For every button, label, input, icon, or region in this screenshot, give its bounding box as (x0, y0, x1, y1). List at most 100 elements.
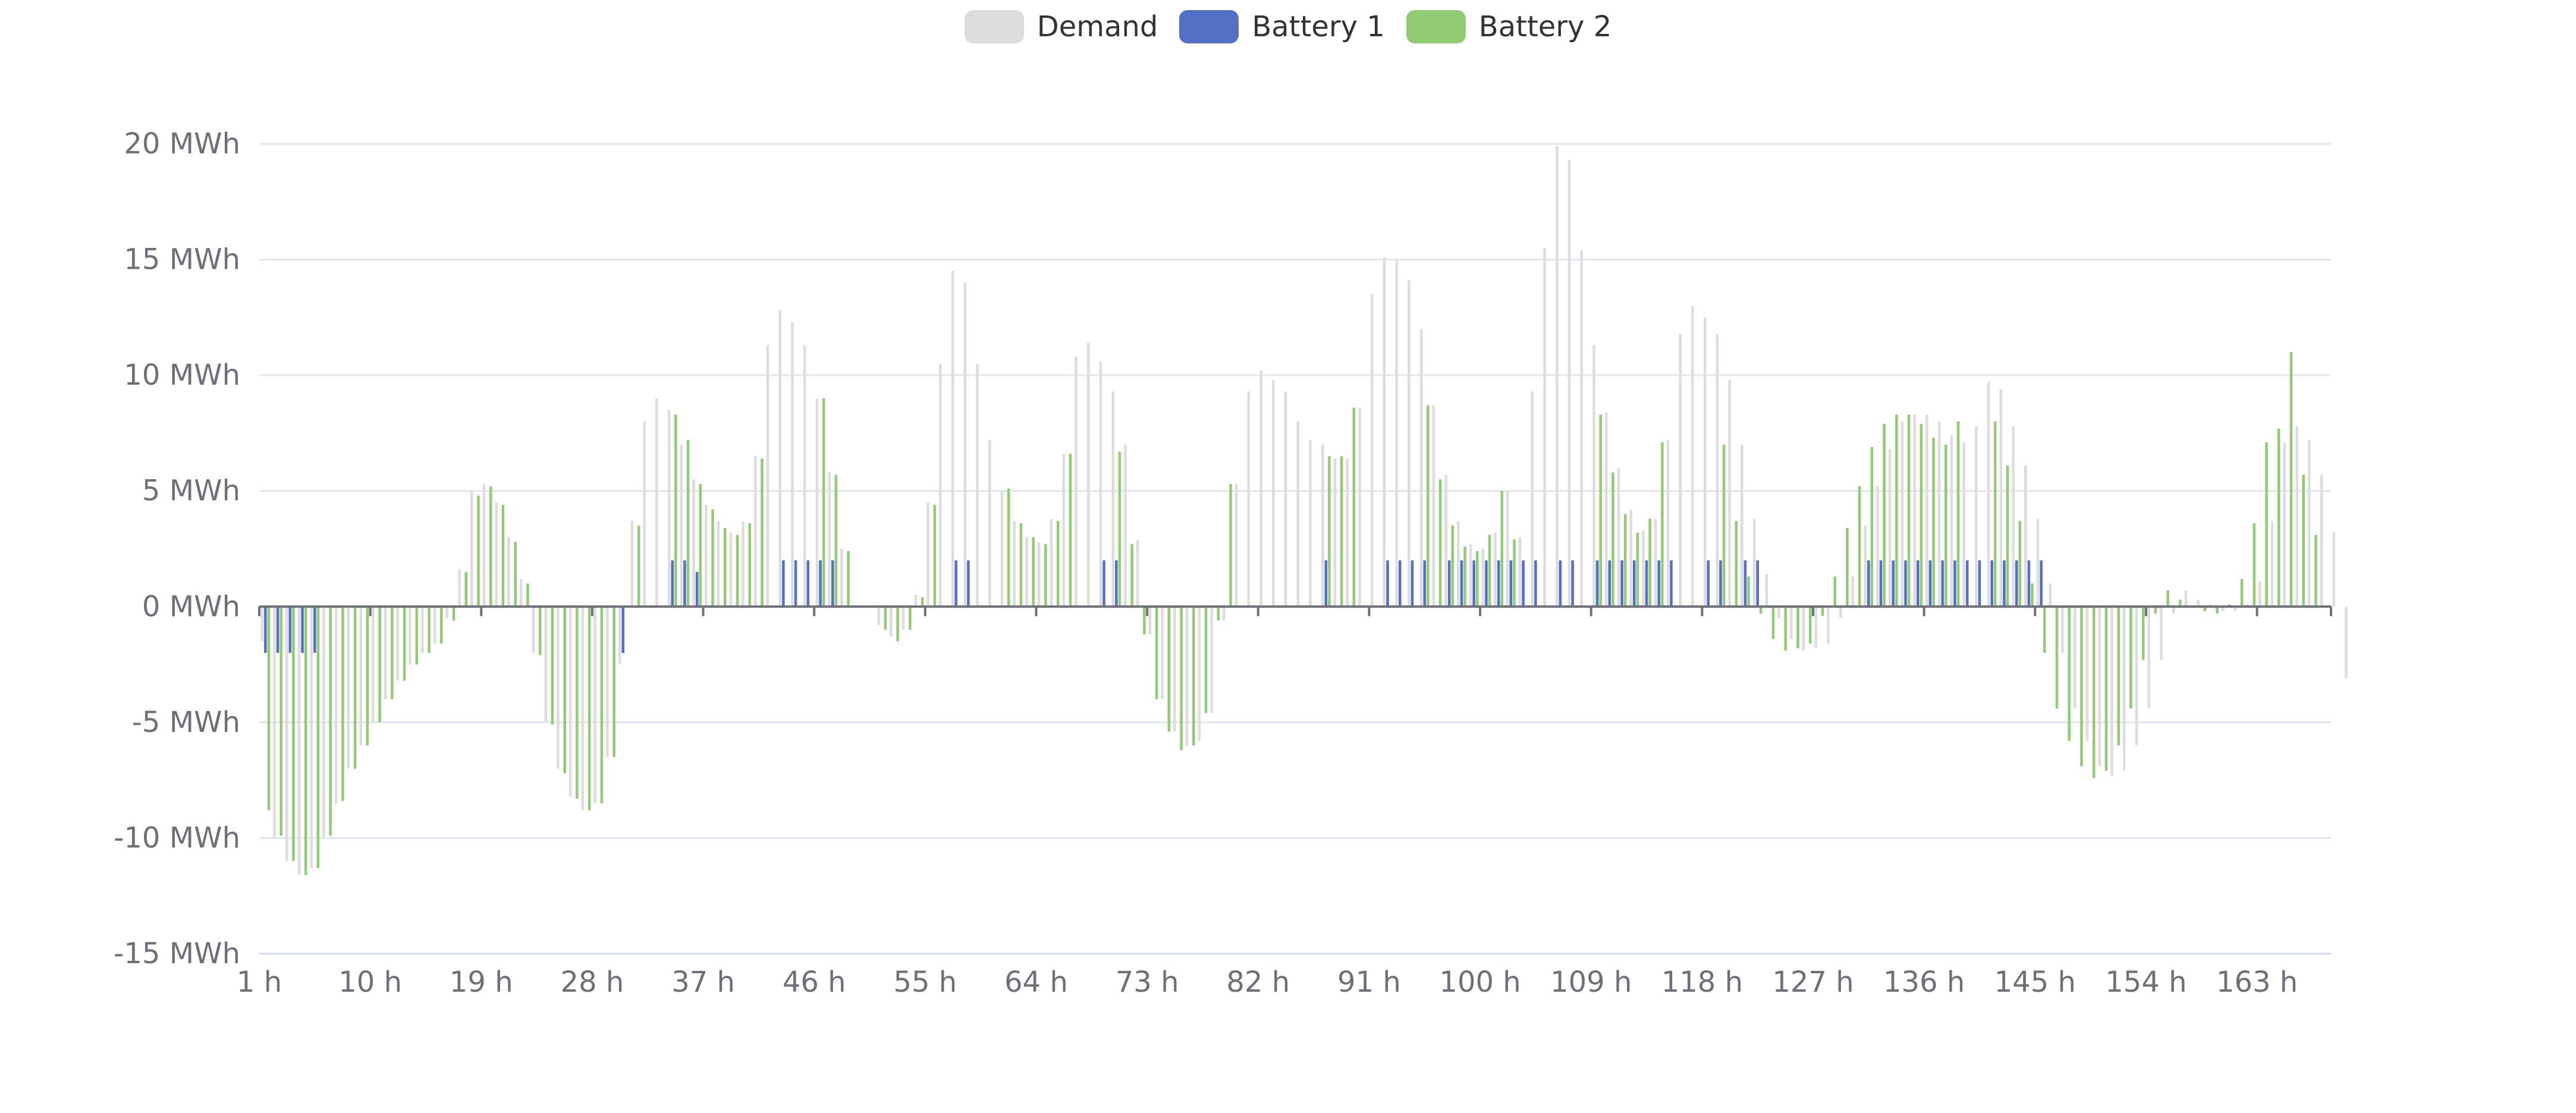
bar (1358, 407, 1361, 607)
bar (1928, 560, 1932, 607)
bar (1604, 412, 1608, 607)
bar (1722, 444, 1726, 607)
bar (2068, 606, 2071, 741)
bar (588, 606, 591, 810)
bar (1506, 491, 1509, 607)
bar (1808, 606, 1812, 644)
bar (2122, 606, 2126, 771)
bar (914, 595, 918, 607)
bar (464, 571, 468, 607)
bar (2117, 606, 2120, 746)
x-tick-label: 100 h (1439, 966, 1521, 999)
bar (1130, 544, 1133, 607)
bar (683, 560, 686, 607)
bar (2289, 352, 2293, 607)
bar (1956, 421, 1960, 607)
bar (2345, 606, 2348, 678)
bar (1476, 551, 1479, 607)
bar (2216, 606, 2219, 614)
bar (1050, 518, 1053, 607)
bar (1975, 426, 1978, 607)
bar (2031, 583, 2034, 607)
bar (329, 606, 332, 836)
bar (2277, 428, 2280, 607)
bar (1143, 606, 1146, 634)
bar (1438, 479, 1442, 607)
bar (1118, 451, 1121, 607)
bar (2154, 606, 2157, 614)
bar (1962, 442, 1965, 607)
bar (359, 606, 362, 746)
bar (1102, 560, 1105, 607)
bar (1895, 414, 1898, 607)
bar (2024, 465, 2027, 607)
bar (1611, 472, 1614, 607)
bar (489, 486, 492, 607)
bar (1994, 421, 1997, 607)
bar (260, 606, 264, 642)
bar (2308, 440, 2311, 607)
bar (2184, 590, 2188, 607)
y-tick-label: 0 MWh (142, 590, 240, 623)
bar (2040, 560, 2043, 607)
bar (2073, 606, 2076, 709)
bar (2085, 606, 2089, 741)
legend-item-battery-1[interactable]: Battery 1 (1179, 10, 1385, 43)
bar (273, 606, 276, 838)
legend-label-demand: Demand (1036, 10, 1158, 43)
bar (618, 606, 621, 665)
bar (606, 606, 609, 757)
bar (890, 606, 893, 637)
bar (458, 570, 461, 607)
bar (1633, 560, 1636, 607)
bar (1990, 560, 1993, 607)
bar (1892, 560, 1895, 607)
x-tick-label: 1 h (237, 966, 282, 999)
bar (1978, 560, 1981, 607)
bar (1513, 539, 1516, 607)
bar (384, 606, 387, 699)
bar (1944, 444, 1947, 607)
bar (2012, 426, 2015, 607)
bar (563, 606, 566, 774)
bar (2160, 606, 2163, 660)
bar (1370, 294, 1374, 607)
bar (1567, 160, 1571, 607)
bar (452, 606, 455, 621)
bar (695, 571, 699, 607)
bar (822, 398, 825, 607)
x-tick-label: 154 h (2105, 966, 2187, 999)
series-battery-2 (267, 352, 2317, 875)
bar (1013, 521, 1016, 607)
bar (2027, 560, 2031, 607)
legend-item-battery-2[interactable]: Battery 2 (1406, 10, 1611, 43)
bar (297, 606, 301, 875)
bar (433, 606, 436, 644)
bar (1494, 532, 1497, 607)
bar (396, 606, 400, 681)
bar (766, 345, 769, 607)
bar (692, 479, 695, 607)
bar (1950, 435, 1953, 607)
bar (1192, 606, 1195, 746)
bar (2098, 606, 2101, 766)
bar (600, 606, 604, 804)
bar (1883, 423, 1886, 607)
x-tick-label: 109 h (1550, 966, 1632, 999)
bar (1075, 357, 1077, 607)
bar (1062, 454, 1066, 607)
bar (1531, 391, 1534, 607)
bar (1765, 574, 1768, 607)
bar (2179, 599, 2182, 607)
x-tick-label: 91 h (1337, 966, 1401, 999)
bar (1500, 491, 1504, 607)
bar (1741, 444, 1743, 607)
bar (495, 502, 498, 607)
bar (2003, 560, 2006, 607)
bar (2320, 474, 2323, 607)
bar (2240, 578, 2244, 607)
bar (791, 322, 794, 607)
legend-item-demand[interactable]: Demand (964, 10, 1158, 43)
bar (1509, 560, 1513, 607)
bar (1395, 259, 1398, 607)
